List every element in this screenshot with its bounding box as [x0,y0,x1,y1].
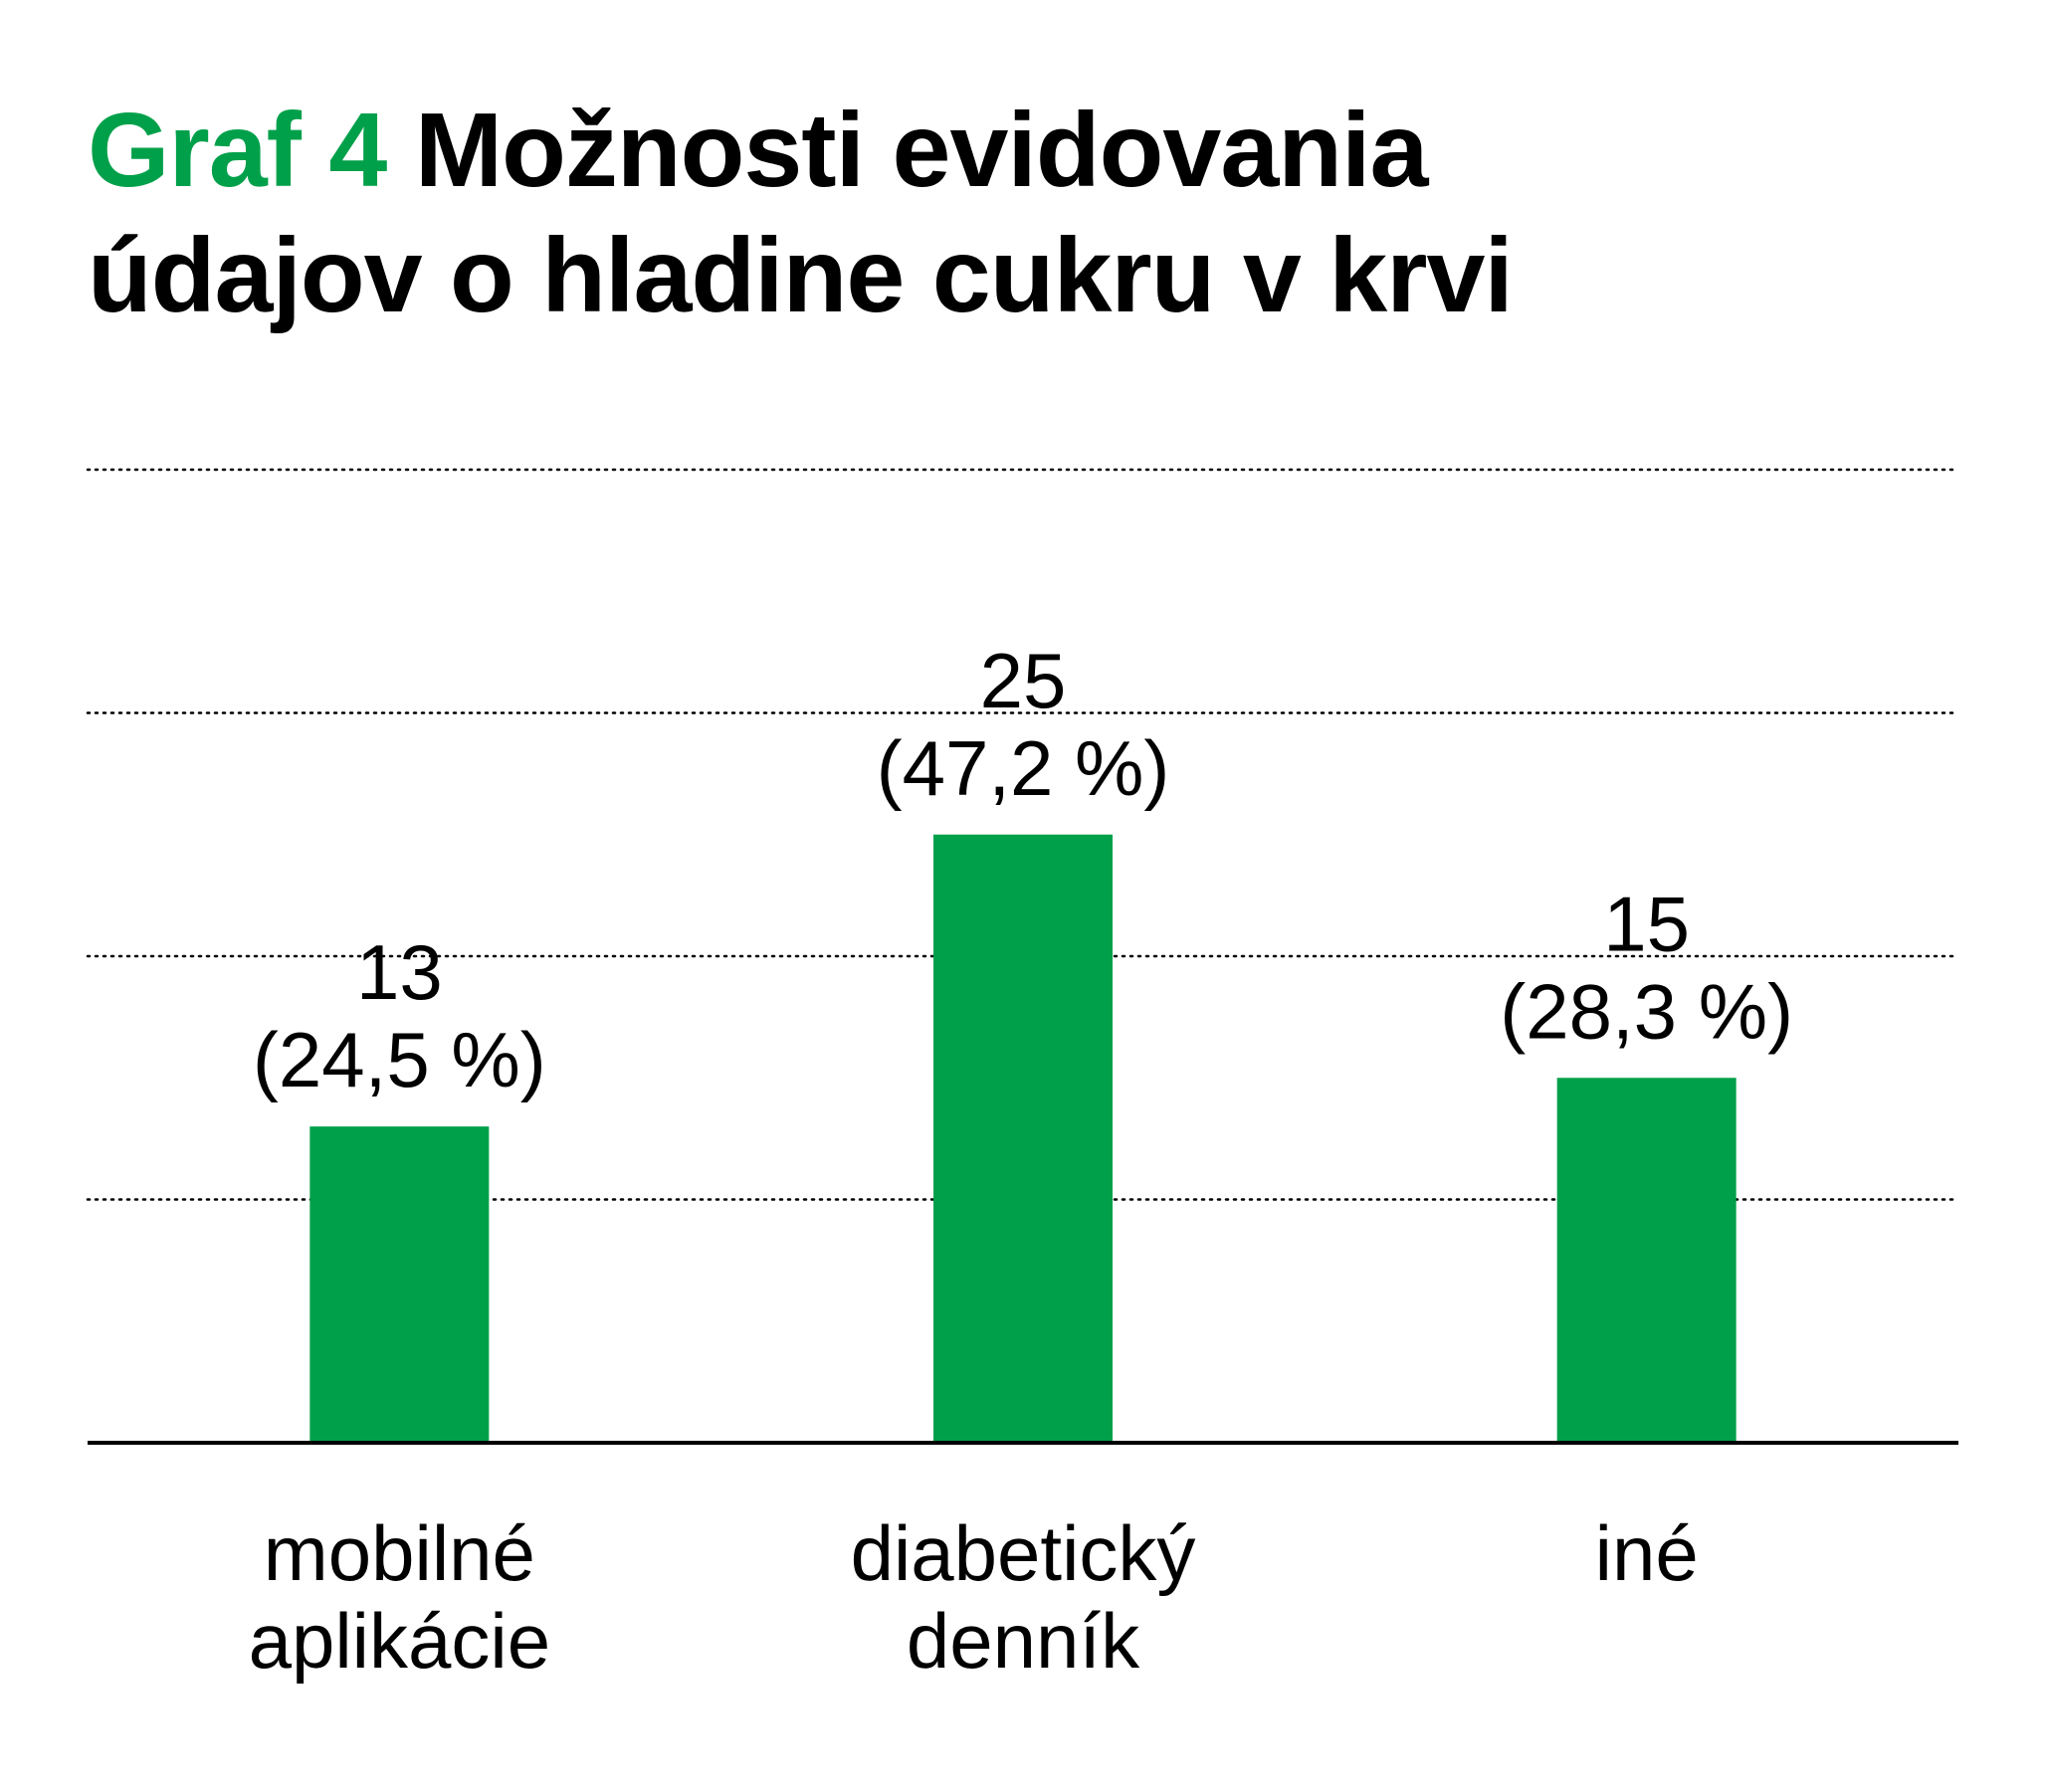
value-label-0-0: 13 [356,928,443,1016]
category-label-1-1: denník [907,1597,1140,1685]
bar-0 [309,1126,490,1443]
chart-title-line-2: údajov o hladine cukru v krvi [88,217,1514,334]
bars [309,834,1737,1443]
chart-title-prefix: Graf 4 [88,92,387,209]
value-label-2-0: 15 [1603,880,1690,967]
bar-2 [1556,1078,1737,1443]
category-label-0-1: aplikácie [249,1597,551,1685]
category-label-0-0: mobilné [264,1509,535,1597]
value-label-2-1: (28,3 %) [1500,967,1793,1055]
category-label-2-0: iné [1595,1509,1699,1597]
chart-title: Graf 4 Možnosti evidovania údajov o hlad… [88,88,1978,338]
bar-1 [933,834,1113,1443]
value-label-1-0: 25 [980,637,1067,724]
value-labels: 13(24,5 %) 25(47,2 %) 15(28,3 %) [253,637,1793,1103]
category-label-1-0: diabetický [851,1509,1196,1597]
value-label-0-1: (24,5 %) [253,1016,546,1103]
chart-title-line-1: Možnosti evidovania [414,92,1429,209]
value-label-1-1: (47,2 %) [877,724,1170,812]
